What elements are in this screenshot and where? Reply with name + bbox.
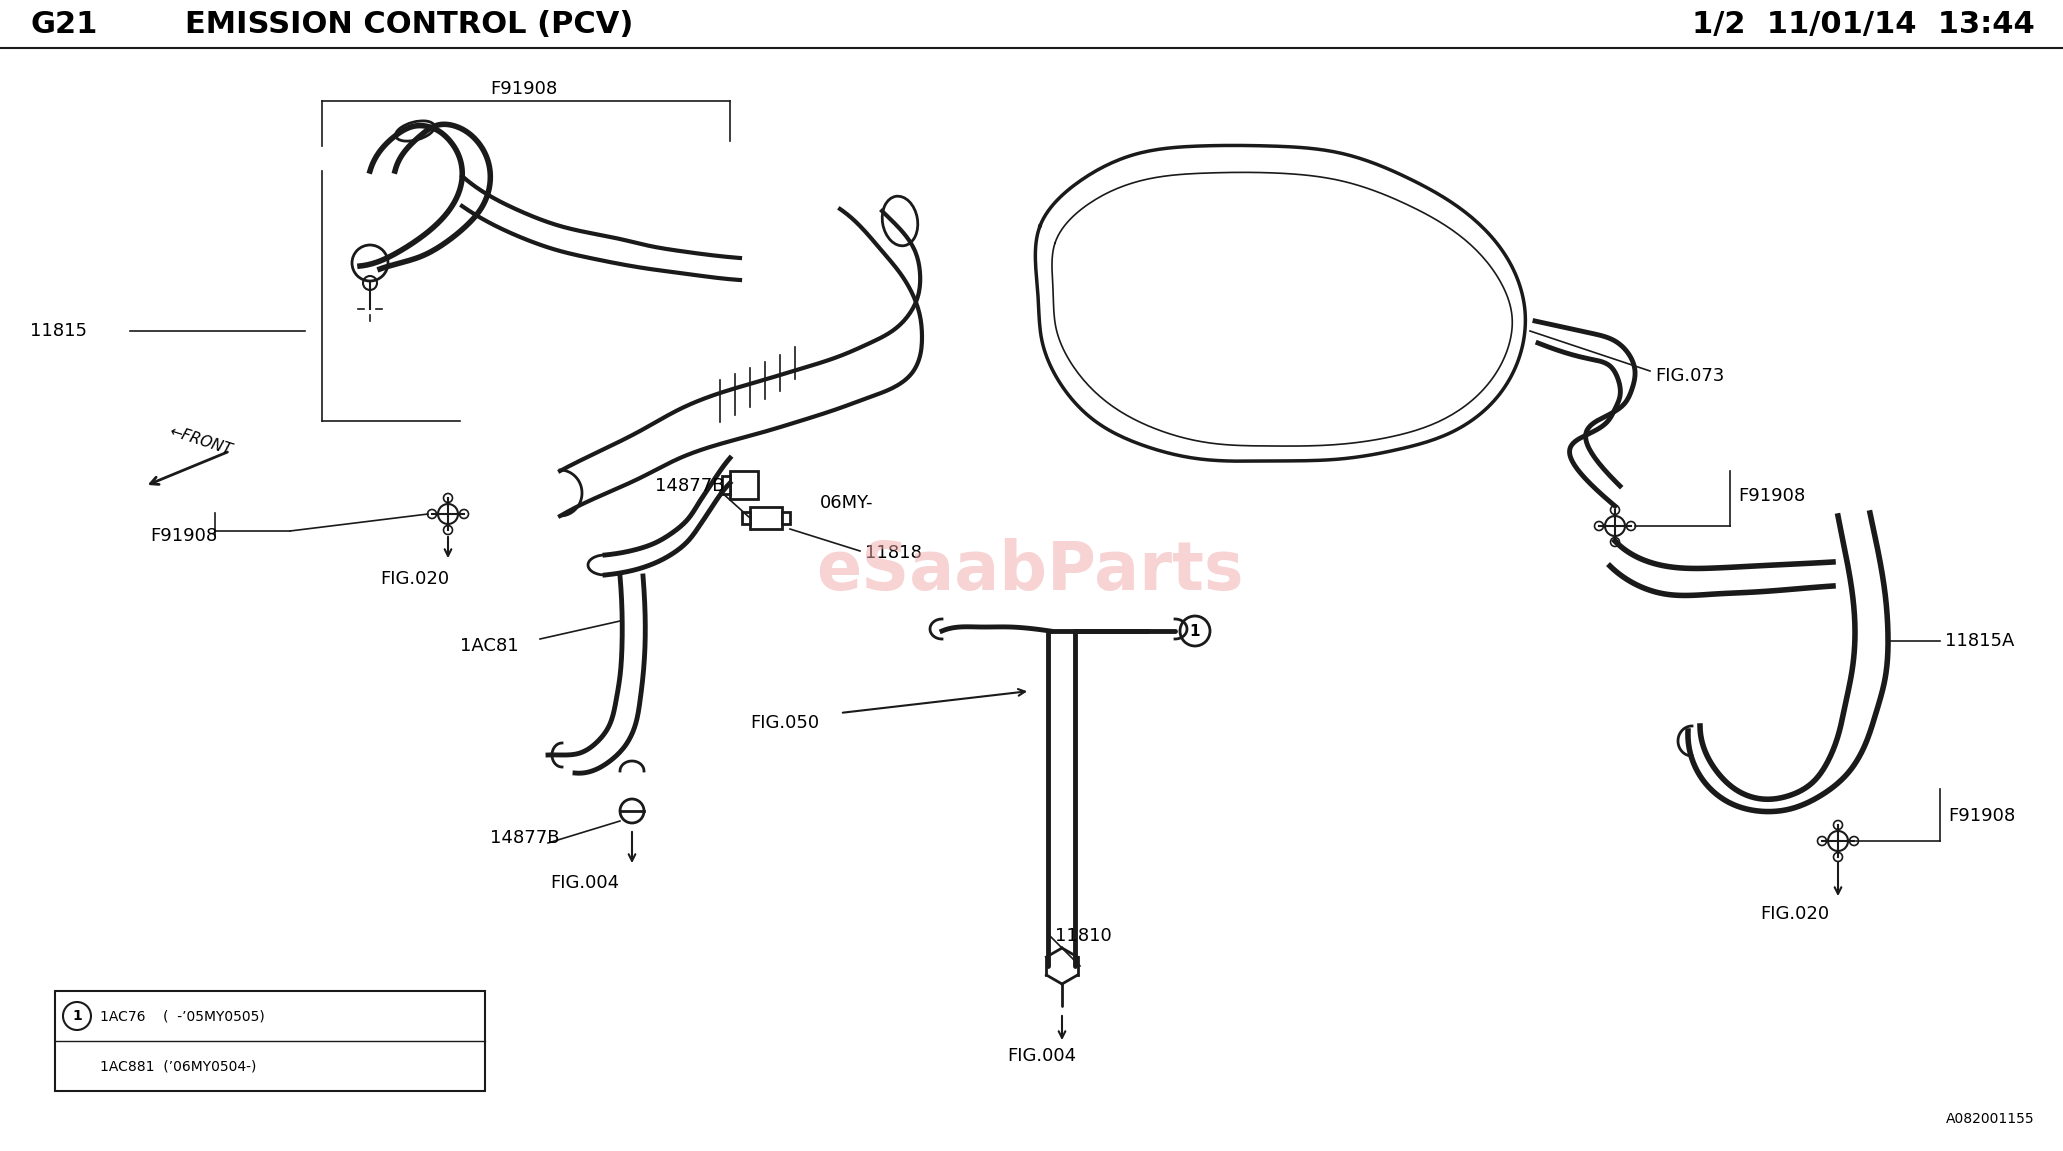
Text: F91908: F91908 xyxy=(1737,487,1805,505)
Bar xyxy=(56,991,485,1091)
Circle shape xyxy=(64,1003,91,1030)
Text: 1AC881  (’06MY0504-): 1AC881 (’06MY0504-) xyxy=(99,1059,256,1073)
Circle shape xyxy=(1818,837,1826,846)
Circle shape xyxy=(1611,505,1619,514)
Text: 11818: 11818 xyxy=(864,544,922,562)
Text: FIG.020: FIG.020 xyxy=(380,570,450,588)
Circle shape xyxy=(1611,538,1619,547)
Text: A082001155: A082001155 xyxy=(1945,1112,2034,1126)
Text: F91908: F91908 xyxy=(491,81,557,98)
Text: EMISSION CONTROL (PCV): EMISSION CONTROL (PCV) xyxy=(186,9,633,38)
Circle shape xyxy=(1626,521,1636,531)
Text: ←FRONT: ←FRONT xyxy=(167,424,233,458)
Circle shape xyxy=(427,510,437,518)
Text: 1: 1 xyxy=(72,1009,83,1023)
Text: FIG.004: FIG.004 xyxy=(551,874,619,892)
Text: eSaabParts: eSaabParts xyxy=(817,538,1244,604)
Text: 1AC81: 1AC81 xyxy=(460,637,518,655)
Text: 14877B: 14877B xyxy=(491,829,559,847)
Text: F91908: F91908 xyxy=(151,527,217,546)
Circle shape xyxy=(621,799,644,823)
Circle shape xyxy=(444,526,452,534)
Bar xyxy=(722,477,730,494)
Text: 11815: 11815 xyxy=(31,322,87,340)
Text: G21: G21 xyxy=(31,9,97,38)
Text: 1: 1 xyxy=(1190,624,1201,639)
Bar xyxy=(751,506,782,529)
Circle shape xyxy=(444,494,452,503)
Circle shape xyxy=(460,510,468,518)
Text: 06MY-: 06MY- xyxy=(819,494,873,512)
Circle shape xyxy=(1851,837,1859,846)
Text: 11810: 11810 xyxy=(1054,927,1112,945)
Text: FIG.073: FIG.073 xyxy=(1655,367,1725,384)
Text: FIG.004: FIG.004 xyxy=(1007,1047,1077,1065)
Text: FIG.050: FIG.050 xyxy=(751,714,819,732)
Circle shape xyxy=(1595,521,1603,531)
Text: 14877B: 14877B xyxy=(654,477,724,495)
Bar xyxy=(782,512,790,524)
Bar xyxy=(743,512,751,524)
Circle shape xyxy=(1834,821,1842,830)
Text: F91908: F91908 xyxy=(1947,807,2016,825)
Text: 11815A: 11815A xyxy=(1945,632,2013,650)
Text: FIG.020: FIG.020 xyxy=(1760,905,1830,923)
Text: 1/2  11/01/14  13:44: 1/2 11/01/14 13:44 xyxy=(1692,9,2034,38)
Bar xyxy=(730,471,757,500)
Circle shape xyxy=(1180,616,1211,646)
Text: 1AC76    (  -’05MY0505): 1AC76 ( -’05MY0505) xyxy=(99,1009,264,1023)
Circle shape xyxy=(1834,853,1842,861)
